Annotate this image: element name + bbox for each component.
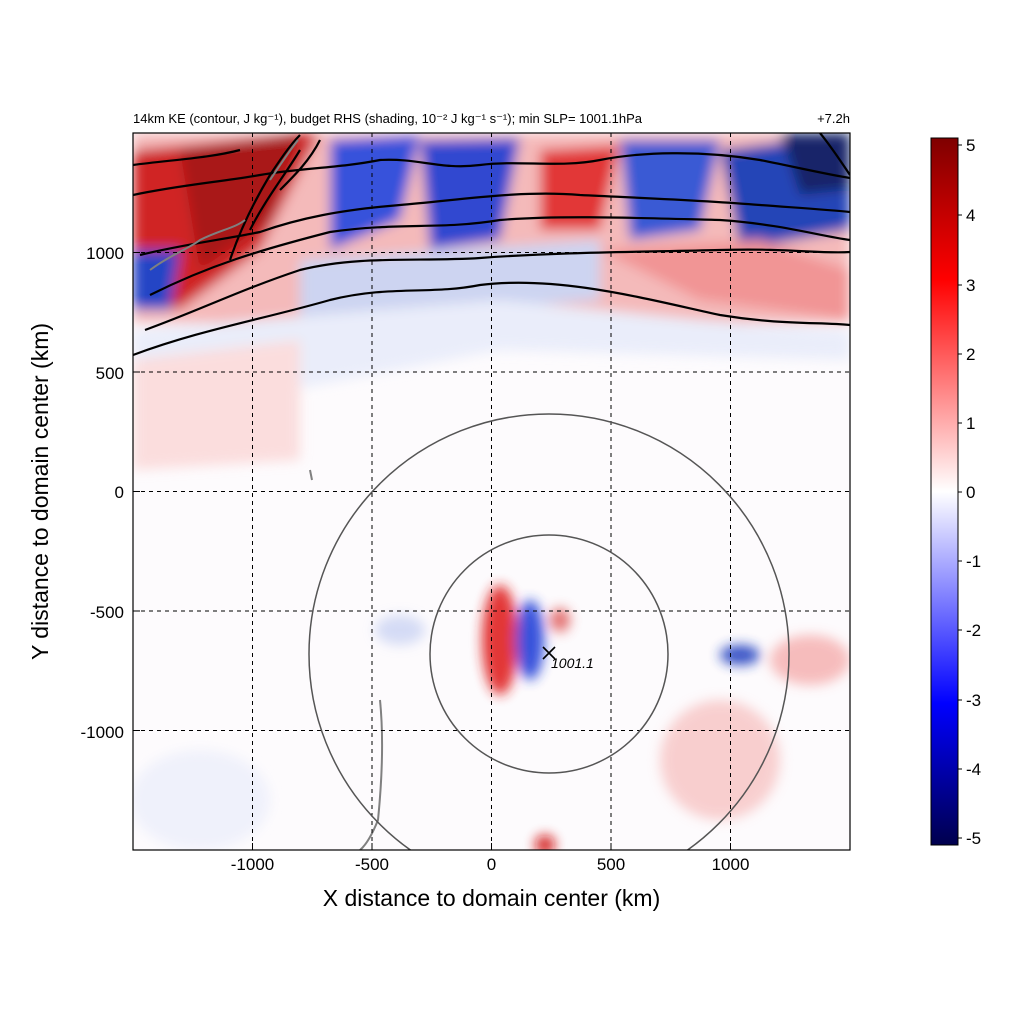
plot-area: [133, 133, 850, 850]
colorbar-tick: 1: [966, 414, 975, 433]
colorbar-tick: -3: [966, 691, 981, 710]
storm-center-marker: 1001.1: [542, 646, 594, 671]
range-ring-inner: [429, 534, 669, 774]
x-tick-label: -1000: [231, 855, 274, 874]
x-tick-label: 0: [487, 855, 496, 874]
y-tick-label: -1000: [81, 723, 124, 742]
colorbar-tick: -2: [966, 621, 981, 640]
x-tick-label: -500: [355, 855, 389, 874]
colorbar-tick: 3: [966, 276, 975, 295]
colorbar-tick: 0: [966, 483, 975, 502]
y-tick-label: -500: [90, 603, 124, 622]
y-tick-label: 1000: [86, 244, 124, 263]
colorbar-tick: 4: [966, 206, 975, 225]
chart-time-label: +7.2h: [817, 111, 850, 126]
x-tick-label: 1000: [712, 855, 750, 874]
colorbar-tick: 5: [966, 136, 975, 155]
y-axis-label: Y distance to domain center (km): [27, 323, 53, 660]
y-tick-label: 0: [115, 483, 124, 502]
shading-field: [133, 133, 850, 850]
colorbar-tick: 2: [966, 345, 975, 364]
x-axis: -1000 -500 0 500 1000 X distance to doma…: [231, 843, 750, 911]
y-tick-label: 500: [96, 364, 124, 383]
range-ring-outer: [308, 413, 790, 850]
x-tick-label: 500: [597, 855, 625, 874]
x-axis-label: X distance to domain center (km): [323, 885, 660, 911]
y-axis: -1000 -500 0 500 1000 Y distance to doma…: [27, 244, 140, 742]
min-slp-label: 1001.1: [551, 655, 594, 671]
colorbar: 5 4 3 2 1 0 -1 -2 -3 -4 -5: [930, 136, 981, 848]
colorbar-gradient: [930, 137, 959, 846]
colorbar-tick: -1: [966, 552, 981, 571]
colorbar-tick: -5: [966, 829, 981, 848]
chart-title: 14km KE (contour, J kg⁻¹), budget RHS (s…: [133, 111, 643, 126]
ke-contours: [133, 133, 850, 357]
colorbar-tick: -4: [966, 760, 981, 779]
